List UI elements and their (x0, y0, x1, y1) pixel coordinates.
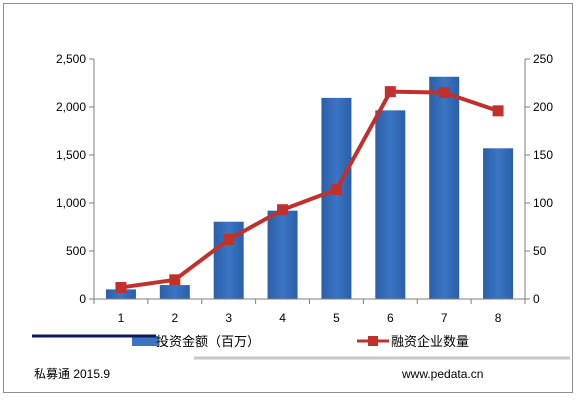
x-tick-label: 8 (495, 311, 502, 325)
legend-bar-label: 投资金额（百万） (156, 334, 260, 349)
bar (375, 110, 406, 299)
line-path (120, 89, 499, 290)
plot-background (94, 59, 525, 299)
bar (267, 210, 298, 299)
x-tick-label: 1 (118, 311, 125, 325)
legend-bar-swatch (132, 336, 158, 346)
left-tick-label: 2,000 (56, 100, 86, 114)
left-tick-label: 1,500 (56, 148, 86, 162)
left-tick-label: 1,000 (56, 196, 86, 210)
right-tick-label: 250 (533, 52, 553, 66)
bar (105, 289, 136, 299)
left-tick-label: 2,500 (56, 52, 86, 66)
x-tick-label: 2 (171, 311, 178, 325)
line-series (115, 86, 504, 293)
line-marker (492, 105, 504, 117)
bar-series (105, 76, 514, 299)
source-left: 私募通 2015.9 (34, 367, 110, 381)
axes: 0 0 500 50 1,000 100 1,500 150 2,000 200 2,500 250 1… (56, 52, 553, 325)
plot-area (94, 59, 525, 299)
right-tick-label: 100 (533, 196, 553, 210)
line-marker (330, 184, 342, 196)
line-marker (115, 281, 127, 293)
left-tick-label: 0 (79, 292, 86, 306)
bar (321, 97, 352, 299)
bar (159, 285, 190, 299)
right-tick-label: 50 (533, 244, 547, 258)
right-tick-label: 0 (533, 292, 540, 306)
line-marker (223, 233, 235, 245)
legend-line-marker (368, 336, 378, 346)
chart-svg: 0 0 500 50 1,000 100 1,500 150 2,000 200 2,500 250 1… (32, 52, 570, 381)
footer: 私募通 2015.9 www.pedata.cn (32, 334, 570, 381)
legend-line-label: 融资企业数量 (391, 334, 469, 349)
x-tick-label: 3 (225, 311, 232, 325)
x-tick-label: 6 (387, 311, 394, 325)
x-tick-label: 4 (279, 311, 286, 325)
line-marker (438, 87, 450, 99)
x-tick-label: 7 (441, 311, 448, 325)
line-marker (277, 204, 289, 216)
bar (483, 148, 514, 299)
legend: 投资金额（百万） 融资企业数量 (132, 334, 469, 349)
right-tick-label: 200 (533, 100, 553, 114)
line-marker (384, 86, 396, 98)
line-marker (169, 274, 181, 286)
left-tick-label: 500 (66, 244, 86, 258)
right-tick-label: 150 (533, 148, 553, 162)
chart-frame: 0 0 500 50 1,000 100 1,500 150 2,000 200 2,500 250 1… (3, 3, 573, 393)
source-right: www.pedata.cn (401, 367, 483, 381)
x-tick-label: 5 (333, 311, 340, 325)
bar (429, 76, 460, 299)
